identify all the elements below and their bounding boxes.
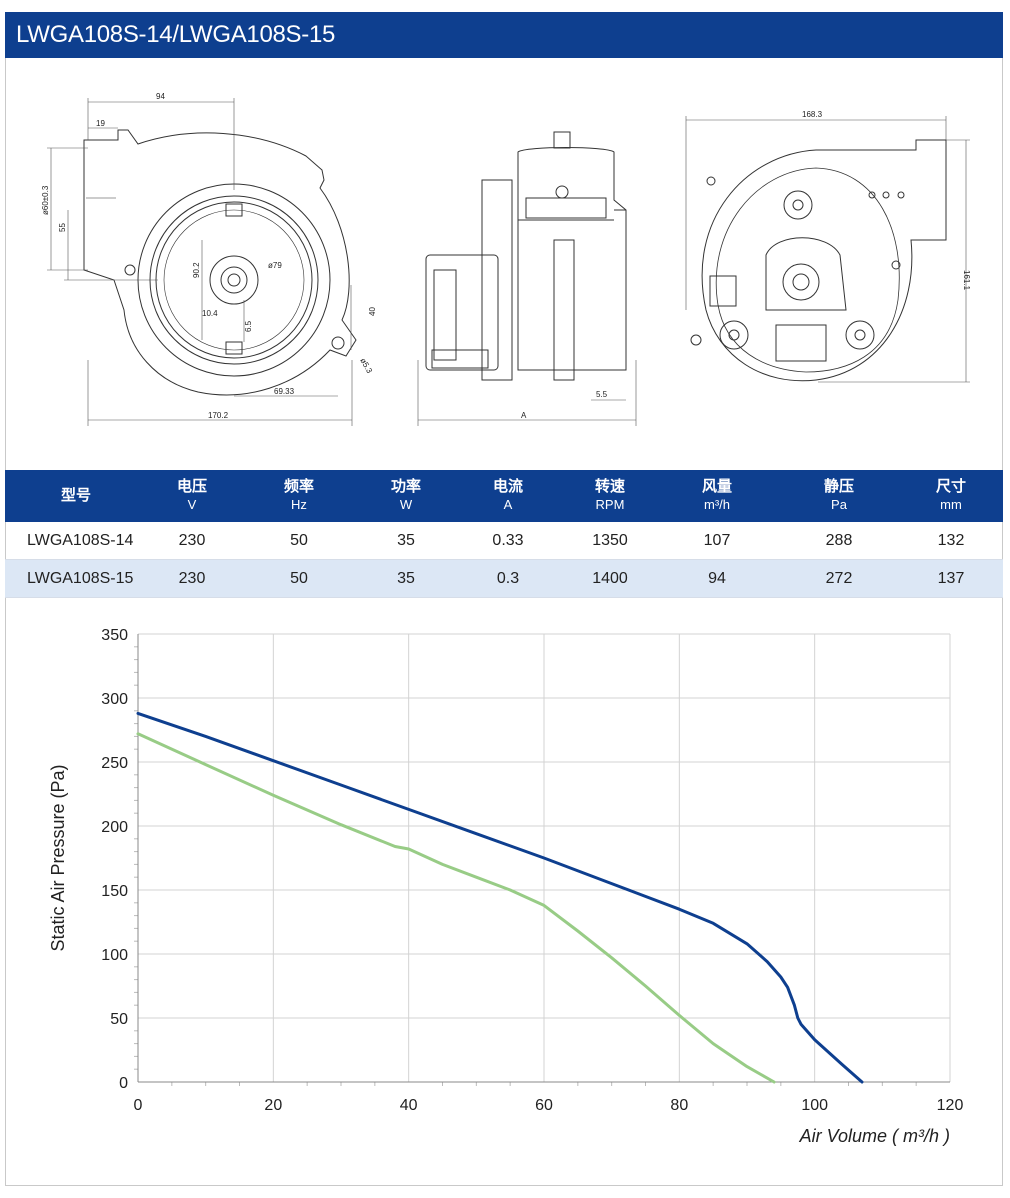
side-view-labels: 5.5 A <box>521 390 608 420</box>
back-view-drawing <box>690 139 947 382</box>
col-header-voltage: 电压 V <box>147 470 237 522</box>
dim-front-height: 55 <box>58 223 67 232</box>
table-cell: 132 <box>899 522 1003 560</box>
table-cell: 50 <box>237 522 361 560</box>
back-view-labels: 168.3 161.1 <box>802 110 971 291</box>
performance-chart: 0 50 100 150 200 250 300 350 0 20 40 60 80 100 120 Air … <box>6 598 1002 1184</box>
dim-front-inlet: 19 <box>96 119 105 128</box>
col-header-pressure: 静压 Pa <box>779 470 899 522</box>
technical-drawings: 94 19 ø60±0.3 55 90.2 ø79 10.4 6.5 40 ø5… <box>6 60 1002 470</box>
col-header-power: 功率 W <box>361 470 451 522</box>
dim-back-width: 168.3 <box>802 110 823 119</box>
series-line-1 <box>136 711 864 1084</box>
dim-side-5-5: 5.5 <box>596 390 608 399</box>
series-line-2 <box>136 732 776 1084</box>
side-view-drawing <box>425 131 627 381</box>
col-header-current: 电流 A <box>451 470 565 522</box>
col-header-airflow: 风量 m³/h <box>655 470 779 522</box>
y-tick-label: 300 <box>101 691 128 708</box>
dim-side-a: A <box>521 411 527 420</box>
front-view-labels: 94 19 ø60±0.3 55 90.2 ø79 10.4 6.5 40 ø5… <box>41 92 377 420</box>
front-view-drawing <box>83 129 357 396</box>
table-cell: 288 <box>779 522 899 560</box>
dim-front-hole: ø5.3 <box>358 357 374 376</box>
dim-front-inlet-dia: ø60±0.3 <box>41 185 50 215</box>
table-cell: 107 <box>655 522 779 560</box>
y-tick-label: 200 <box>101 819 128 836</box>
back-view-dimensions <box>685 116 970 383</box>
x-tick-label: 100 <box>801 1097 828 1114</box>
x-tick-label: 0 <box>134 1097 143 1114</box>
table-row: LWGA108S-15 230 50 35 0.3 1400 94 272 13… <box>5 559 1003 598</box>
y-tick-label: 350 <box>101 627 128 644</box>
table-cell: 50 <box>237 559 361 598</box>
chart-svg: 0 50 100 150 200 250 300 350 0 20 40 60 80 100 120 Air … <box>48 627 964 1146</box>
dim-front-inner: 90.2 <box>192 262 201 278</box>
spec-header-row: 型号 电压 V 频率 Hz 功率 W 电流 A 转速 RPM 风量 m³/h 静压 Pa 尺寸… <box>5 470 1003 522</box>
table-cell: 272 <box>779 559 899 598</box>
page-title: LWGA108S-14/LWGA108S-15 <box>5 12 1003 58</box>
col-header-size: 尺寸 mm <box>899 470 1003 522</box>
table-cell: 0.3 <box>451 559 565 598</box>
table-cell: LWGA108S-14 <box>5 522 147 560</box>
y-tick-label: 250 <box>101 755 128 772</box>
dim-front-total: 170.2 <box>208 411 229 420</box>
table-cell: 35 <box>361 522 451 560</box>
x-tick-label: 20 <box>264 1097 282 1114</box>
table-cell: 0.33 <box>451 522 565 560</box>
table-cell: 35 <box>361 559 451 598</box>
dim-front-width: 94 <box>156 92 165 101</box>
x-tick-label: 40 <box>400 1097 418 1114</box>
y-axis-label: Static Air Pressure (Pa) <box>48 764 68 951</box>
y-tick-label: 150 <box>101 883 128 900</box>
x-axis-label: Air Volume ( m³/h ) <box>799 1126 950 1146</box>
dim-front-dia79: ø79 <box>268 261 282 270</box>
table-cell: 94 <box>655 559 779 598</box>
dim-front-6-5: 6.5 <box>244 320 253 332</box>
dim-front-69: 69.33 <box>274 387 295 396</box>
col-header-frequency: 频率 Hz <box>237 470 361 522</box>
table-cell: 1350 <box>565 522 655 560</box>
x-tick-label: 80 <box>670 1097 688 1114</box>
table-cell: 1400 <box>565 559 655 598</box>
front-view-dimensions <box>47 98 353 426</box>
dim-front-10-4: 10.4 <box>202 309 218 318</box>
x-tick-label: 60 <box>535 1097 553 1114</box>
table-cell: 230 <box>147 559 237 598</box>
dim-back-height: 161.1 <box>962 270 971 291</box>
spec-table: 型号 电压 V 频率 Hz 功率 W 电流 A 转速 RPM 风量 m³/h 静压 Pa 尺寸… <box>5 470 1003 598</box>
y-tick-label: 50 <box>110 1011 128 1028</box>
table-cell: LWGA108S-15 <box>5 559 147 598</box>
table-cell: 137 <box>899 559 1003 598</box>
col-header-speed: 转速 RPM <box>565 470 655 522</box>
y-tick-label: 0 <box>119 1075 128 1092</box>
table-cell: 230 <box>147 522 237 560</box>
table-row: LWGA108S-14 230 50 35 0.33 1350 107 288 … <box>5 522 1003 560</box>
dim-front-40: 40 <box>368 307 377 316</box>
side-view-dimensions <box>417 360 637 426</box>
drawings-svg: 94 19 ø60±0.3 55 90.2 ø79 10.4 6.5 40 ø5… <box>41 92 971 426</box>
col-header-model: 型号 <box>5 470 147 522</box>
x-tick-label: 120 <box>937 1097 964 1114</box>
y-tick-label: 100 <box>101 947 128 964</box>
